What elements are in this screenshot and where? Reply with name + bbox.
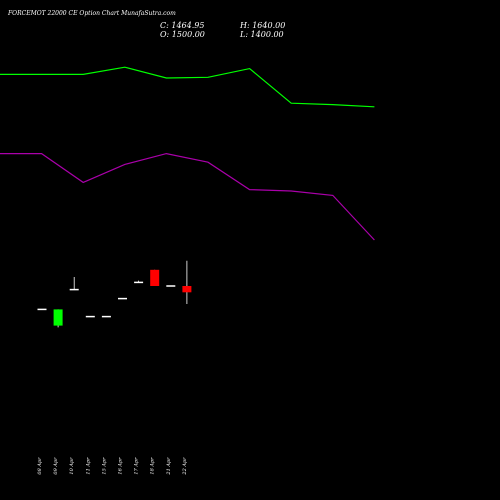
candle-body-9 [182,286,192,293]
candle-body-6 [134,281,144,284]
close-value: C: 1464.95 [160,21,205,30]
overlay-line-0 [0,66,375,108]
x-tick-label-5: 16 Apr [118,457,124,475]
x-tick-label-6: 17 Apr [134,457,140,475]
candle-body-8 [166,285,176,287]
overlay-line-1 [0,152,375,241]
x-axis-ticks: 08 Apr 09 Apr 10 Apr 11 Apr 15 Apr 16 Apr 17 A… [37,457,188,476]
high-value: H: 1640.00 [240,21,286,30]
candle-body-3 [85,315,95,318]
x-tick-label-1: 09 Apr [53,457,59,475]
x-tick-label-9: 22 Apr [182,457,188,476]
overlay-lines [0,66,375,241]
x-tick-label-2: 10 Apr [69,457,75,475]
candle-body-5 [118,297,127,300]
candle-body-0 [37,308,47,311]
chart-title: FORCEMOT 22000 CE Option Chart MunafaSut… [8,10,176,17]
x-tick-label-3: 11 Apr [85,457,91,475]
candle-body-4 [101,315,111,318]
x-tick-label-8: 21 Apr [166,457,172,476]
x-tick-label-4: 15 Apr [101,457,107,475]
candle-body-7 [150,269,160,286]
open-value: O: 1500.00 [160,30,205,39]
candle-body-2 [69,288,79,291]
low-value: L: 1400.00 [240,30,284,39]
x-tick-label-7: 18 Apr [150,457,156,475]
candle-body-1 [53,309,63,326]
candlesticks [37,260,192,328]
x-tick-label-0: 08 Apr [37,457,43,475]
